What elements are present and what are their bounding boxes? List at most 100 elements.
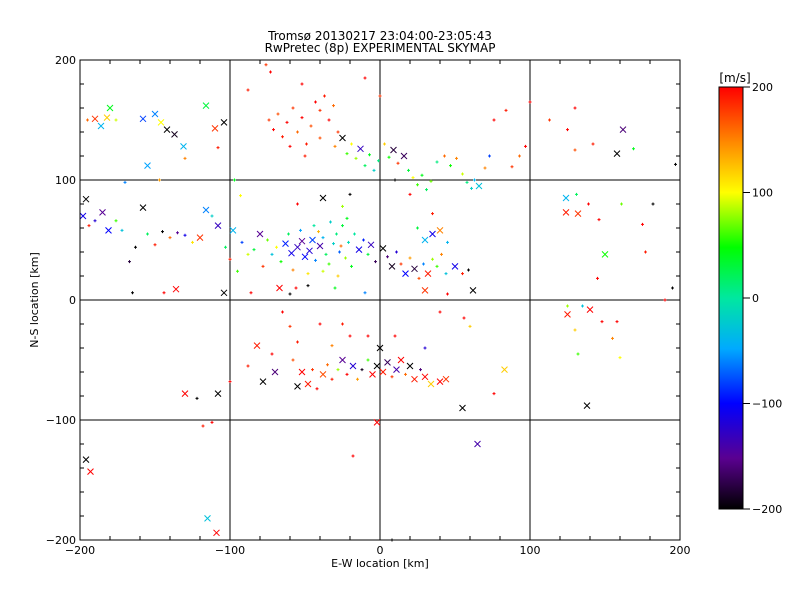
- data-point-cross: [339, 356, 346, 364]
- data-point-plus: [345, 152, 349, 156]
- data-point-cross: [583, 402, 591, 409]
- data-point-cross: [427, 380, 435, 388]
- y-axis-label: N-S location [km]: [28, 252, 41, 348]
- data-point-plus: [281, 135, 284, 139]
- data-point-plus: [123, 180, 127, 184]
- data-point-plus: [671, 286, 674, 290]
- data-point-plus: [333, 144, 337, 148]
- data-point-plus: [461, 272, 464, 276]
- data-point-plus: [435, 160, 439, 164]
- data-point-plus: [429, 179, 433, 183]
- data-point-plus: [330, 377, 334, 381]
- data-point-plus: [345, 372, 349, 376]
- data-point-plus: [462, 316, 466, 320]
- data-point-cross: [202, 206, 210, 214]
- data-point-plus: [417, 276, 421, 280]
- data-point-plus: [366, 252, 370, 256]
- data-point-cross: [424, 270, 432, 277]
- data-point-plus: [591, 142, 595, 146]
- data-point-cross: [501, 366, 508, 373]
- y-tick-label: 100: [55, 174, 76, 187]
- data-point-cross: [459, 404, 466, 412]
- data-point-plus: [330, 344, 334, 348]
- data-point-plus: [291, 106, 295, 110]
- data-point-plus: [399, 262, 403, 266]
- y-tick-label: 0: [69, 294, 76, 307]
- data-point-cross: [105, 227, 112, 234]
- data-point-cross: [301, 253, 309, 261]
- data-point-cross: [214, 222, 222, 229]
- data-point-plus: [312, 224, 316, 228]
- data-point-plus: [344, 256, 347, 260]
- data-point-plus: [327, 262, 331, 266]
- data-point-cross: [139, 204, 147, 211]
- data-point-cross: [82, 195, 90, 203]
- data-point-plus: [318, 136, 322, 140]
- data-point-cross: [163, 126, 171, 133]
- data-point-plus: [281, 310, 284, 314]
- data-point-plus: [275, 245, 278, 249]
- data-point-plus: [246, 252, 250, 256]
- data-point-plus: [329, 220, 332, 224]
- data-point-cross: [421, 236, 429, 244]
- data-point-cross: [393, 366, 400, 373]
- data-point-plus: [252, 248, 256, 252]
- data-point-plus: [318, 108, 322, 112]
- data-point-cross: [181, 390, 189, 397]
- data-point-plus: [270, 252, 274, 256]
- data-point-plus: [300, 116, 304, 120]
- data-point-cross: [421, 373, 429, 381]
- data-point-cross: [139, 115, 147, 123]
- data-point-plus: [224, 245, 227, 249]
- data-point-plus: [524, 144, 527, 148]
- data-point-plus: [341, 322, 344, 326]
- data-point-plus: [422, 262, 425, 266]
- data-point-plus: [663, 298, 667, 302]
- data-point-plus: [87, 224, 91, 228]
- colorbar-tick-label: 100: [752, 187, 773, 200]
- x-tick-label: 100: [520, 544, 541, 557]
- data-point-cross: [288, 249, 295, 257]
- data-point-plus: [210, 214, 214, 218]
- colorbar-tick-label: 0: [752, 292, 759, 305]
- data-point-plus: [383, 142, 386, 146]
- data-point-cross: [390, 146, 397, 154]
- data-point-cross: [421, 287, 429, 294]
- data-point-plus: [488, 154, 491, 158]
- data-point-cross: [309, 236, 316, 244]
- data-point-cross: [196, 234, 204, 241]
- data-point-cross: [298, 237, 306, 245]
- data-point-plus: [287, 232, 290, 236]
- data-point-plus: [393, 178, 397, 182]
- data-point-cross: [294, 383, 301, 390]
- data-point-plus: [323, 94, 326, 98]
- data-point-plus: [390, 375, 394, 379]
- x-tick-label: −100: [215, 544, 245, 557]
- data-point-plus: [296, 340, 299, 344]
- data-point-plus: [470, 186, 473, 190]
- colorbar-tick-label: 200: [752, 81, 773, 94]
- data-point-plus: [548, 118, 551, 122]
- data-point-plus: [483, 166, 487, 170]
- data-point-cross: [298, 368, 306, 376]
- data-point-cross: [204, 515, 211, 522]
- data-point-plus: [296, 130, 299, 134]
- data-point-plus: [419, 368, 422, 372]
- data-point-plus: [332, 242, 335, 246]
- data-point-cross: [319, 371, 327, 378]
- data-point-cross: [339, 134, 346, 142]
- data-point-plus: [336, 368, 340, 372]
- data-point-plus: [351, 454, 355, 458]
- data-point-plus: [363, 76, 367, 80]
- data-point-plus: [314, 258, 317, 262]
- data-point-plus: [336, 130, 340, 134]
- data-point-cross: [451, 263, 459, 270]
- data-point-plus: [596, 276, 599, 280]
- data-point-plus: [350, 142, 353, 146]
- data-point-plus: [416, 226, 419, 230]
- colorbar-ticks: −200 −100 0 100 200: [743, 81, 782, 516]
- data-point-plus: [348, 334, 352, 338]
- data-point-plus: [368, 153, 371, 157]
- data-point-plus: [444, 272, 448, 276]
- data-point-cross: [367, 241, 375, 249]
